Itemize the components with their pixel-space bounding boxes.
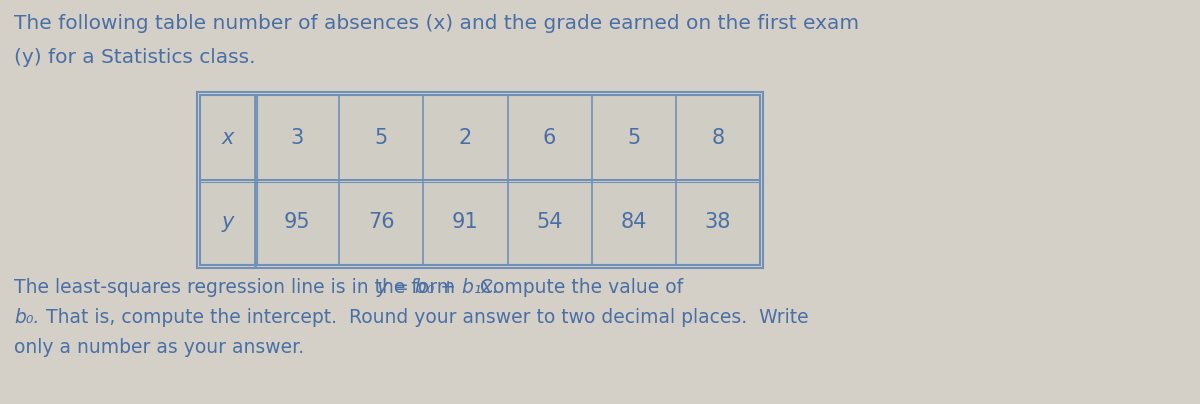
Text: That is, compute the intercept.  Round your answer to two decimal places.  Write: That is, compute the intercept. Round yo… [34,308,809,327]
Text: 2: 2 [458,128,472,147]
Text: 5: 5 [374,128,388,147]
Text: 38: 38 [704,213,731,232]
Text: y = b₀ + b₁x.: y = b₀ + b₁x. [377,278,499,297]
Text: 91: 91 [452,213,479,232]
Text: (y) for a Statistics class.: (y) for a Statistics class. [14,48,256,67]
Text: x: x [221,128,234,147]
Bar [200,95,760,265]
Text: 76: 76 [368,213,395,232]
Text: 95: 95 [283,213,311,232]
Text: 6: 6 [542,128,557,147]
Text: 54: 54 [536,213,563,232]
Text: 8: 8 [712,128,725,147]
Text: Compute the value of: Compute the value of [468,278,683,297]
Bar [197,92,763,268]
Text: only a number as your answer.: only a number as your answer. [14,338,304,357]
Text: 84: 84 [620,213,647,232]
Text: The least-squares regression line is in the form: The least-squares regression line is in … [14,278,461,297]
Text: The following table number of absences (x) and the grade earned on the first exa: The following table number of absences (… [14,14,859,33]
Text: 5: 5 [628,128,641,147]
Text: 3: 3 [290,128,304,147]
Text: y: y [221,213,234,232]
Text: b₀.: b₀. [14,308,40,327]
